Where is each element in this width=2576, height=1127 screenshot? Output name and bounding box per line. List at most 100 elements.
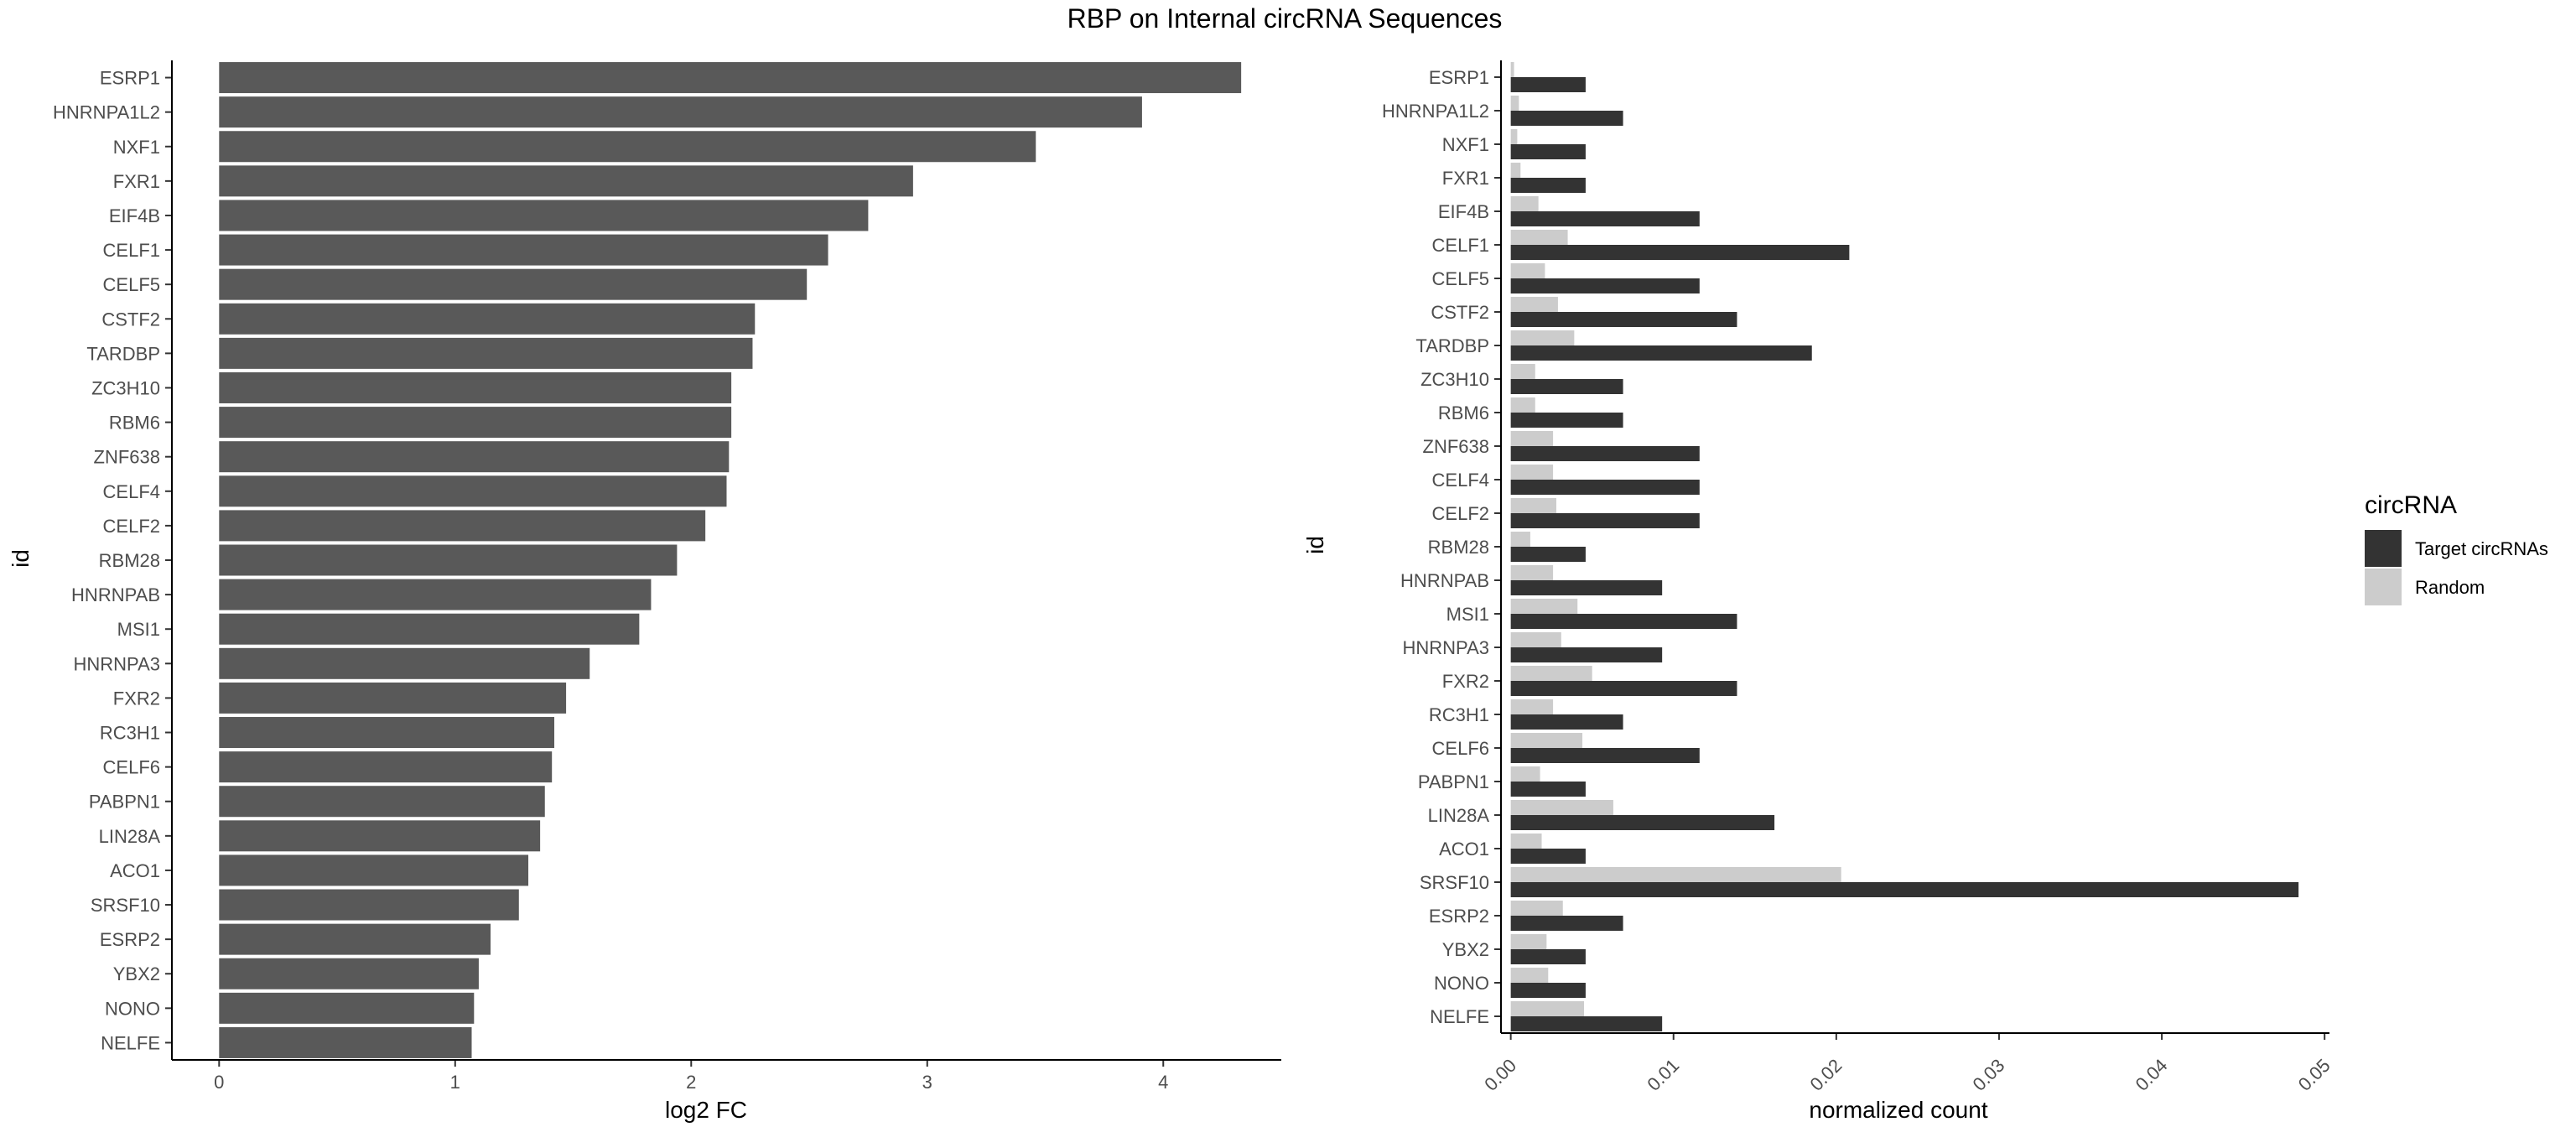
- normalized-count-bars: [1510, 62, 2299, 1031]
- bar-random-cstf2: [1510, 297, 1558, 312]
- legend-label-target: Target circRNAs: [2415, 538, 2548, 559]
- left-y-tick-label: TARDBP: [86, 343, 160, 364]
- bar-zc3h10: [219, 371, 732, 403]
- left-y-tick-label: CELF5: [103, 274, 160, 295]
- bar-random-celf4: [1510, 465, 1554, 480]
- left-y-tick-label: CSTF2: [101, 309, 160, 330]
- bar-target-nelfe: [1510, 1016, 1663, 1031]
- left-y-tick-label: CELF1: [103, 240, 160, 261]
- bar-random-celf5: [1510, 263, 1545, 278]
- left-y-tick-label: HNRNPAB: [71, 584, 160, 605]
- left-y-tick-label: NXF1: [113, 137, 160, 158]
- right-y-tick-label: CELF5: [1432, 268, 1489, 289]
- bar-random-tardbp: [1510, 330, 1575, 345]
- bar-rc3h1: [219, 717, 555, 749]
- right-y-tick-label: ESRP2: [1429, 906, 1489, 927]
- bar-celf2: [219, 510, 706, 542]
- bar-nxf1: [219, 131, 1036, 163]
- bar-random-rc3h1: [1510, 699, 1554, 714]
- left-y-tick-label: RBM28: [99, 550, 160, 571]
- bar-target-pabpn1: [1510, 782, 1586, 797]
- left-y-tick-label: PABPN1: [89, 792, 160, 813]
- bar-target-tardbp: [1510, 345, 1812, 361]
- left-x-tick-label: 4: [1158, 1072, 1168, 1093]
- bar-target-nxf1: [1510, 144, 1586, 159]
- right-y-tick-label: CELF6: [1432, 738, 1489, 759]
- right-y-tick-label: CSTF2: [1431, 302, 1489, 323]
- right-x-axis-title: normalized count: [1809, 1097, 1987, 1123]
- left-y-tick-label: CELF6: [103, 757, 160, 778]
- bar-target-cstf2: [1510, 312, 1737, 327]
- legend-swatch-target: [2365, 530, 2402, 567]
- bar-target-celf4: [1510, 480, 1700, 495]
- right-y-tick-label: ACO1: [1439, 839, 1489, 860]
- right-y-tick-label: ESRP1: [1429, 67, 1489, 88]
- bar-random-lin28a: [1510, 800, 1613, 815]
- bar-esrp2: [219, 923, 491, 955]
- right-y-tick-label: TARDBP: [1415, 335, 1489, 356]
- bar-random-nxf1: [1510, 129, 1518, 144]
- bar-random-celf1: [1510, 230, 1568, 245]
- left-y-tick-labels: ESRP1 HNRNPA1L2 NXF1 FXR1 EIF4B CELF1 CELF5 CST…: [53, 68, 172, 1053]
- bar-rbm6: [219, 407, 732, 439]
- bar-random-celf2: [1510, 498, 1556, 513]
- bar-random-pabpn1: [1510, 766, 1540, 782]
- left-y-tick-label: CELF2: [103, 516, 160, 537]
- right-y-tick-label: SRSF10: [1420, 872, 1489, 893]
- bar-random-msi1: [1510, 599, 1578, 614]
- legend: circRNA Target circRNAs Random: [2365, 491, 2548, 605]
- bar-random-esrp2: [1510, 901, 1563, 916]
- left-y-tick-label: HNRNPA3: [73, 653, 160, 674]
- left-y-tick-label: FXR2: [113, 688, 160, 709]
- bar-fxr1: [219, 165, 913, 197]
- right-y-tick-label: NXF1: [1442, 134, 1489, 155]
- bar-target-hnrnpab: [1510, 580, 1663, 595]
- left-y-tick-label: RBM6: [109, 413, 160, 434]
- right-y-tick-label: PABPN1: [1418, 771, 1489, 792]
- right-y-tick-label: CELF4: [1432, 470, 1489, 491]
- bar-target-esrp1: [1510, 77, 1586, 92]
- bar-hnrnpab: [219, 579, 652, 610]
- bar-target-zc3h10: [1510, 379, 1623, 394]
- left-x-tick-label: 2: [686, 1072, 696, 1093]
- bar-target-celf2: [1510, 513, 1700, 528]
- legend-label-random: Random: [2415, 577, 2485, 598]
- bar-celf5: [219, 268, 808, 300]
- legend-swatch-random: [2365, 569, 2402, 605]
- right-y-tick-label: RBM28: [1428, 537, 1489, 558]
- right-y-tick-label: FXR1: [1442, 168, 1489, 189]
- bar-random-hnrnpab: [1510, 565, 1554, 580]
- bar-random-esrp1: [1510, 62, 1514, 77]
- right-x-tick-label: 0.00: [1480, 1055, 1520, 1095]
- bar-random-fxr1: [1510, 163, 1521, 178]
- right-y-tick-label: RC3H1: [1429, 704, 1489, 725]
- bar-target-hnrnpa3: [1510, 647, 1663, 662]
- right-y-tick-label: EIF4B: [1438, 201, 1489, 222]
- bar-target-srsf10: [1510, 882, 2299, 897]
- bar-nono: [219, 992, 475, 1024]
- right-y-tick-label: HNRNPA1L2: [1382, 101, 1489, 122]
- bar-random-fxr2: [1510, 666, 1592, 681]
- bar-random-nono: [1510, 968, 1549, 983]
- bar-target-nono: [1510, 983, 1586, 998]
- bar-pabpn1: [219, 786, 545, 818]
- bar-msi1: [219, 613, 640, 645]
- bar-celf1: [219, 234, 828, 266]
- right-x-tick-label: 0.02: [1805, 1055, 1846, 1095]
- normalized-count-bar-panel: ESRP1 HNRNPA1L2 NXF1 FXR1 EIF4B CELF1 CELF5 CST…: [1302, 60, 2334, 1123]
- bar-random-celf6: [1510, 733, 1583, 748]
- left-y-tick-label: SRSF10: [91, 895, 160, 916]
- left-x-ticks: 0 1 2 3 4: [214, 1060, 1168, 1093]
- bar-random-eif4b: [1510, 196, 1539, 211]
- left-y-tick-label: YBX2: [113, 963, 160, 984]
- bar-target-hnrnpa1l2: [1510, 111, 1623, 126]
- right-y-tick-label: LIN28A: [1428, 805, 1490, 826]
- left-y-axis-title: id: [8, 549, 34, 568]
- bar-cstf2: [219, 303, 756, 335]
- bar-target-rc3h1: [1510, 714, 1623, 730]
- left-x-tick-label: 3: [922, 1072, 932, 1093]
- right-x-ticks: 0.00 0.01 0.02 0.03 0.04 0.05: [1480, 1033, 2334, 1095]
- bar-target-rbm6: [1510, 413, 1623, 428]
- bar-fxr2: [219, 682, 567, 714]
- left-y-tick-label: RC3H1: [100, 723, 160, 744]
